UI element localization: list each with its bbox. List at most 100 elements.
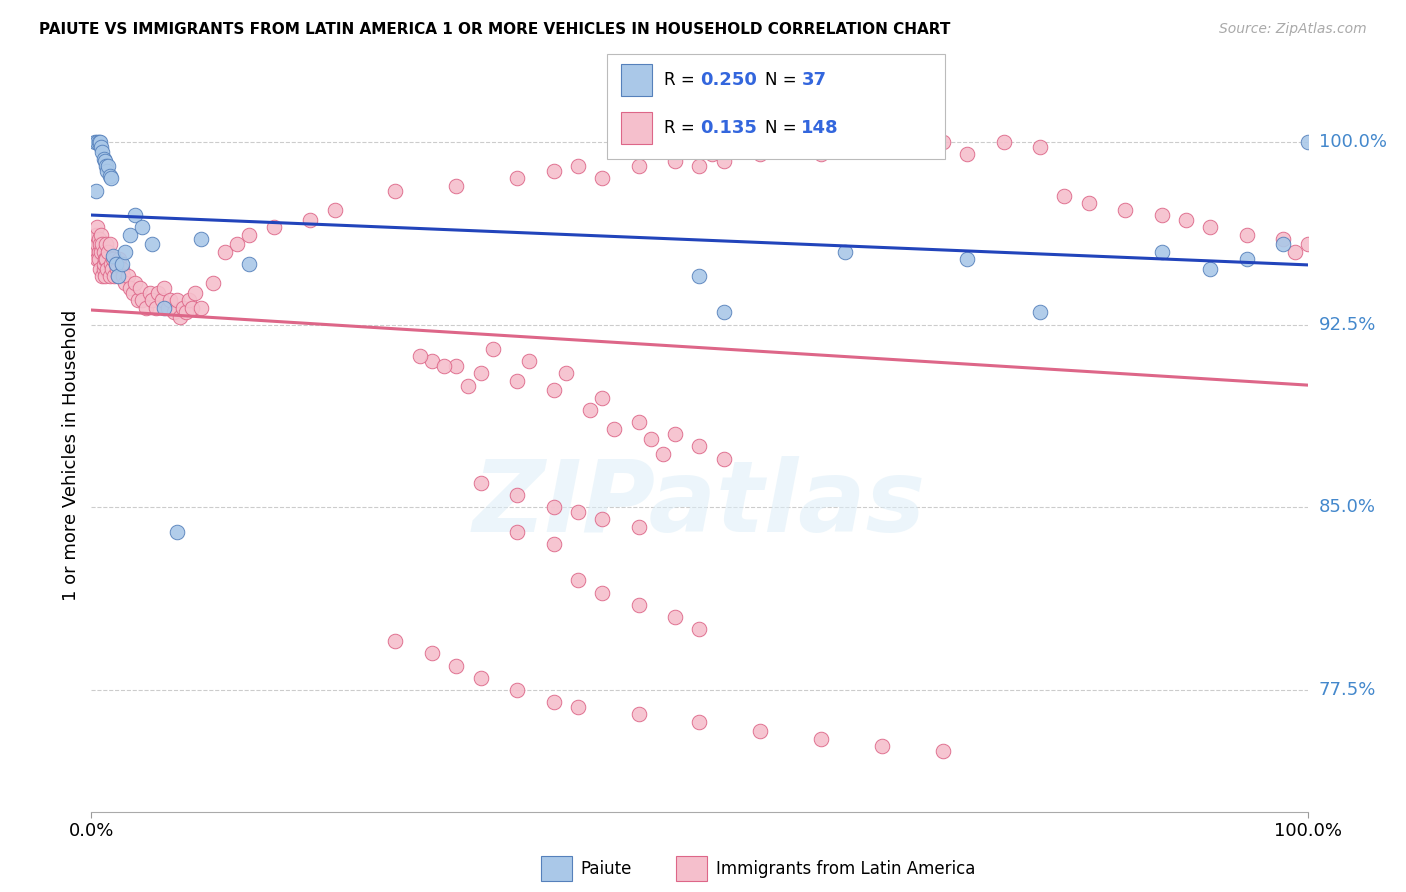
Point <box>86 237 108 252</box>
Point <box>457 378 479 392</box>
Point <box>150 293 173 308</box>
Point <box>664 154 686 169</box>
Text: 92.5%: 92.5% <box>1319 316 1376 334</box>
Point <box>1236 227 1258 242</box>
Point <box>90 227 112 242</box>
Point <box>100 257 122 271</box>
Point <box>111 257 134 271</box>
Point <box>120 227 142 242</box>
Point <box>111 261 134 276</box>
Point <box>567 159 589 173</box>
Point <box>86 135 108 149</box>
Point <box>713 305 735 319</box>
Point <box>870 739 893 753</box>
Point <box>956 252 979 266</box>
Point <box>202 277 225 291</box>
Point <box>1284 244 1306 259</box>
Point <box>103 252 125 266</box>
Point <box>688 268 710 283</box>
Point <box>93 257 115 271</box>
Point <box>96 261 118 276</box>
Text: 100.0%: 100.0% <box>1319 133 1386 151</box>
Point <box>1296 135 1319 149</box>
Point <box>420 354 443 368</box>
Text: R =: R = <box>664 119 700 136</box>
Point <box>956 147 979 161</box>
Point <box>627 415 650 429</box>
Point <box>1114 203 1136 218</box>
Point <box>1175 213 1198 227</box>
Point <box>627 159 650 173</box>
Point <box>93 261 115 276</box>
Point <box>97 244 120 259</box>
Point <box>153 281 176 295</box>
Point <box>141 293 163 308</box>
Point <box>98 169 121 183</box>
Point <box>87 244 110 259</box>
Point <box>931 135 953 149</box>
Point <box>603 422 626 436</box>
Point <box>444 658 467 673</box>
Point <box>94 252 117 266</box>
Point <box>94 159 117 173</box>
Point <box>91 237 114 252</box>
Point <box>1272 232 1295 246</box>
Point <box>94 154 117 169</box>
Point <box>139 285 162 300</box>
Point <box>993 135 1015 149</box>
Point <box>84 227 107 242</box>
Point <box>543 537 565 551</box>
Point <box>506 524 529 539</box>
Point <box>84 232 107 246</box>
Point <box>688 159 710 173</box>
Point <box>172 301 194 315</box>
Point <box>652 447 675 461</box>
Point <box>103 268 125 283</box>
Point <box>1199 220 1222 235</box>
Point <box>181 301 204 315</box>
Point <box>506 682 529 697</box>
Point <box>87 232 110 246</box>
Point <box>470 475 492 490</box>
Point <box>121 285 143 300</box>
Point <box>713 451 735 466</box>
Point <box>127 293 149 308</box>
Point <box>688 439 710 453</box>
Text: 37: 37 <box>801 71 827 89</box>
Point <box>111 268 134 283</box>
Point <box>786 140 808 154</box>
Point <box>931 744 953 758</box>
Point <box>84 184 107 198</box>
Point <box>141 237 163 252</box>
Point <box>91 268 114 283</box>
Point <box>810 147 832 161</box>
Point <box>114 277 136 291</box>
Point <box>83 244 105 259</box>
Point <box>688 714 710 729</box>
Point <box>96 164 118 178</box>
Point <box>1150 208 1173 222</box>
Point <box>627 707 650 722</box>
Point <box>664 427 686 442</box>
Point <box>1150 244 1173 259</box>
Point <box>543 164 565 178</box>
Text: R =: R = <box>664 71 700 89</box>
Point <box>444 178 467 193</box>
Point <box>238 227 260 242</box>
Point <box>94 268 117 283</box>
Point <box>124 277 146 291</box>
Point <box>107 268 129 283</box>
Point <box>1077 195 1099 210</box>
Point <box>94 237 117 252</box>
Point <box>420 647 443 661</box>
Point <box>87 135 110 149</box>
Text: ZIPatlas: ZIPatlas <box>472 457 927 553</box>
Point <box>145 301 167 315</box>
Point <box>591 512 613 526</box>
Point <box>481 342 503 356</box>
Point <box>810 731 832 746</box>
Point <box>470 671 492 685</box>
Point <box>101 261 124 276</box>
Point <box>169 310 191 325</box>
Y-axis label: 1 or more Vehicles in Household: 1 or more Vehicles in Household <box>62 310 80 600</box>
